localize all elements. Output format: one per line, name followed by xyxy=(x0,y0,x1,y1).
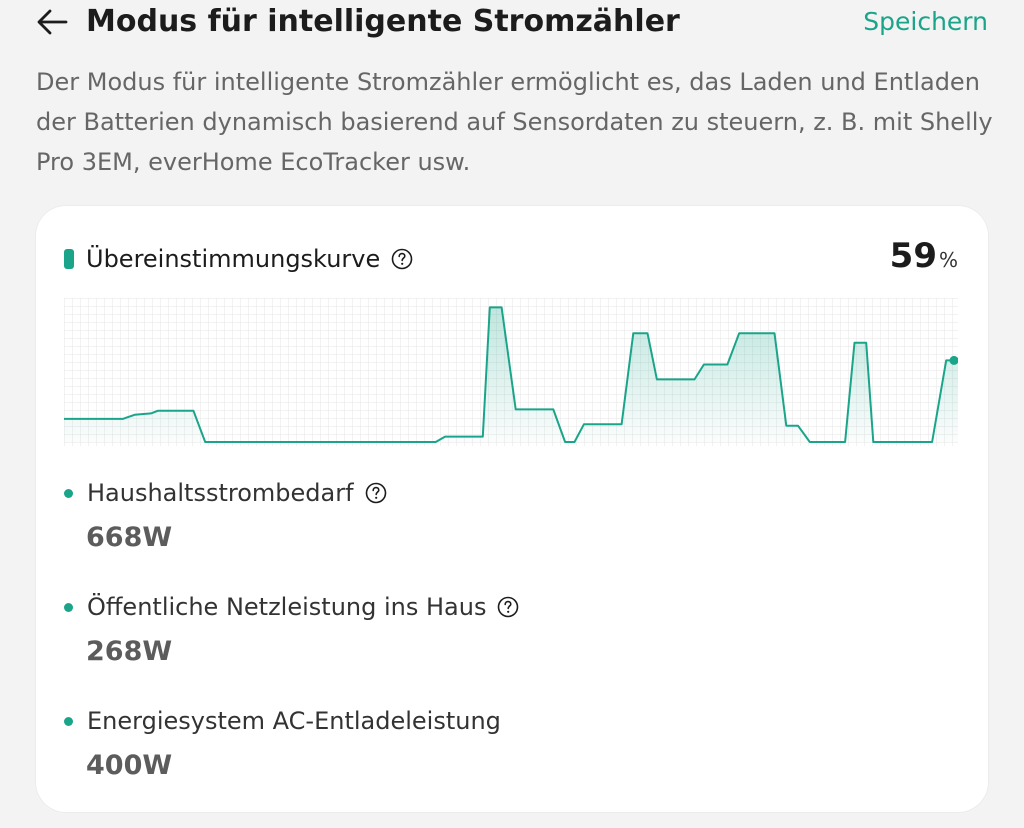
curve-legend-marker xyxy=(64,249,74,269)
match-percentage-unit: % xyxy=(938,248,958,272)
help-icon[interactable] xyxy=(390,247,414,271)
arrow-left-icon xyxy=(37,9,68,35)
metric-value: 268W xyxy=(86,636,173,667)
smart-meter-card: Übereinstimmungskurve 59% xyxy=(36,206,988,812)
curve-end-point xyxy=(949,355,958,365)
metric-grid-power: Öffentliche Netzleistung ins Haus 268W xyxy=(64,590,520,667)
match-curve-chart xyxy=(64,298,958,446)
header: Modus für intelligente Stromzähler Speic… xyxy=(0,0,1024,48)
curve-label: Übereinstimmungskurve xyxy=(86,245,381,273)
help-icon[interactable] xyxy=(364,481,388,505)
metric-household-demand: Haushaltsstrombedarf 668W xyxy=(64,476,388,553)
curve-line xyxy=(64,306,958,443)
curve-area xyxy=(64,307,958,442)
help-icon[interactable] xyxy=(496,595,520,619)
metric-ac-discharge-head: Energiesystem AC-Entladeleistung xyxy=(64,704,501,738)
curve-header: Übereinstimmungskurve xyxy=(64,242,414,276)
metric-household-demand-head: Haushaltsstrombedarf xyxy=(64,476,388,510)
metric-label: Öffentliche Netzleistung ins Haus xyxy=(87,593,487,621)
page-title: Modus für intelligente Stromzähler xyxy=(86,4,680,39)
mode-description: Der Modus für intelligente Stromzähler e… xyxy=(36,68,993,176)
save-button[interactable]: Speichern xyxy=(863,7,988,36)
back-button[interactable] xyxy=(30,2,74,42)
metric-dot xyxy=(64,716,73,726)
metric-ac-discharge: Energiesystem AC-Entladeleistung 400W xyxy=(64,704,501,781)
metric-grid-power-head: Öffentliche Netzleistung ins Haus xyxy=(64,590,520,624)
metric-value: 400W xyxy=(86,750,173,781)
match-percentage-value: 59 xyxy=(889,236,937,276)
metric-dot xyxy=(64,488,73,498)
metric-label: Haushaltsstrombedarf xyxy=(87,479,354,507)
metric-label: Energiesystem AC-Entladeleistung xyxy=(87,707,501,735)
metric-dot xyxy=(64,602,73,612)
match-percentage: 59% xyxy=(890,236,958,276)
metric-value: 668W xyxy=(86,522,173,553)
